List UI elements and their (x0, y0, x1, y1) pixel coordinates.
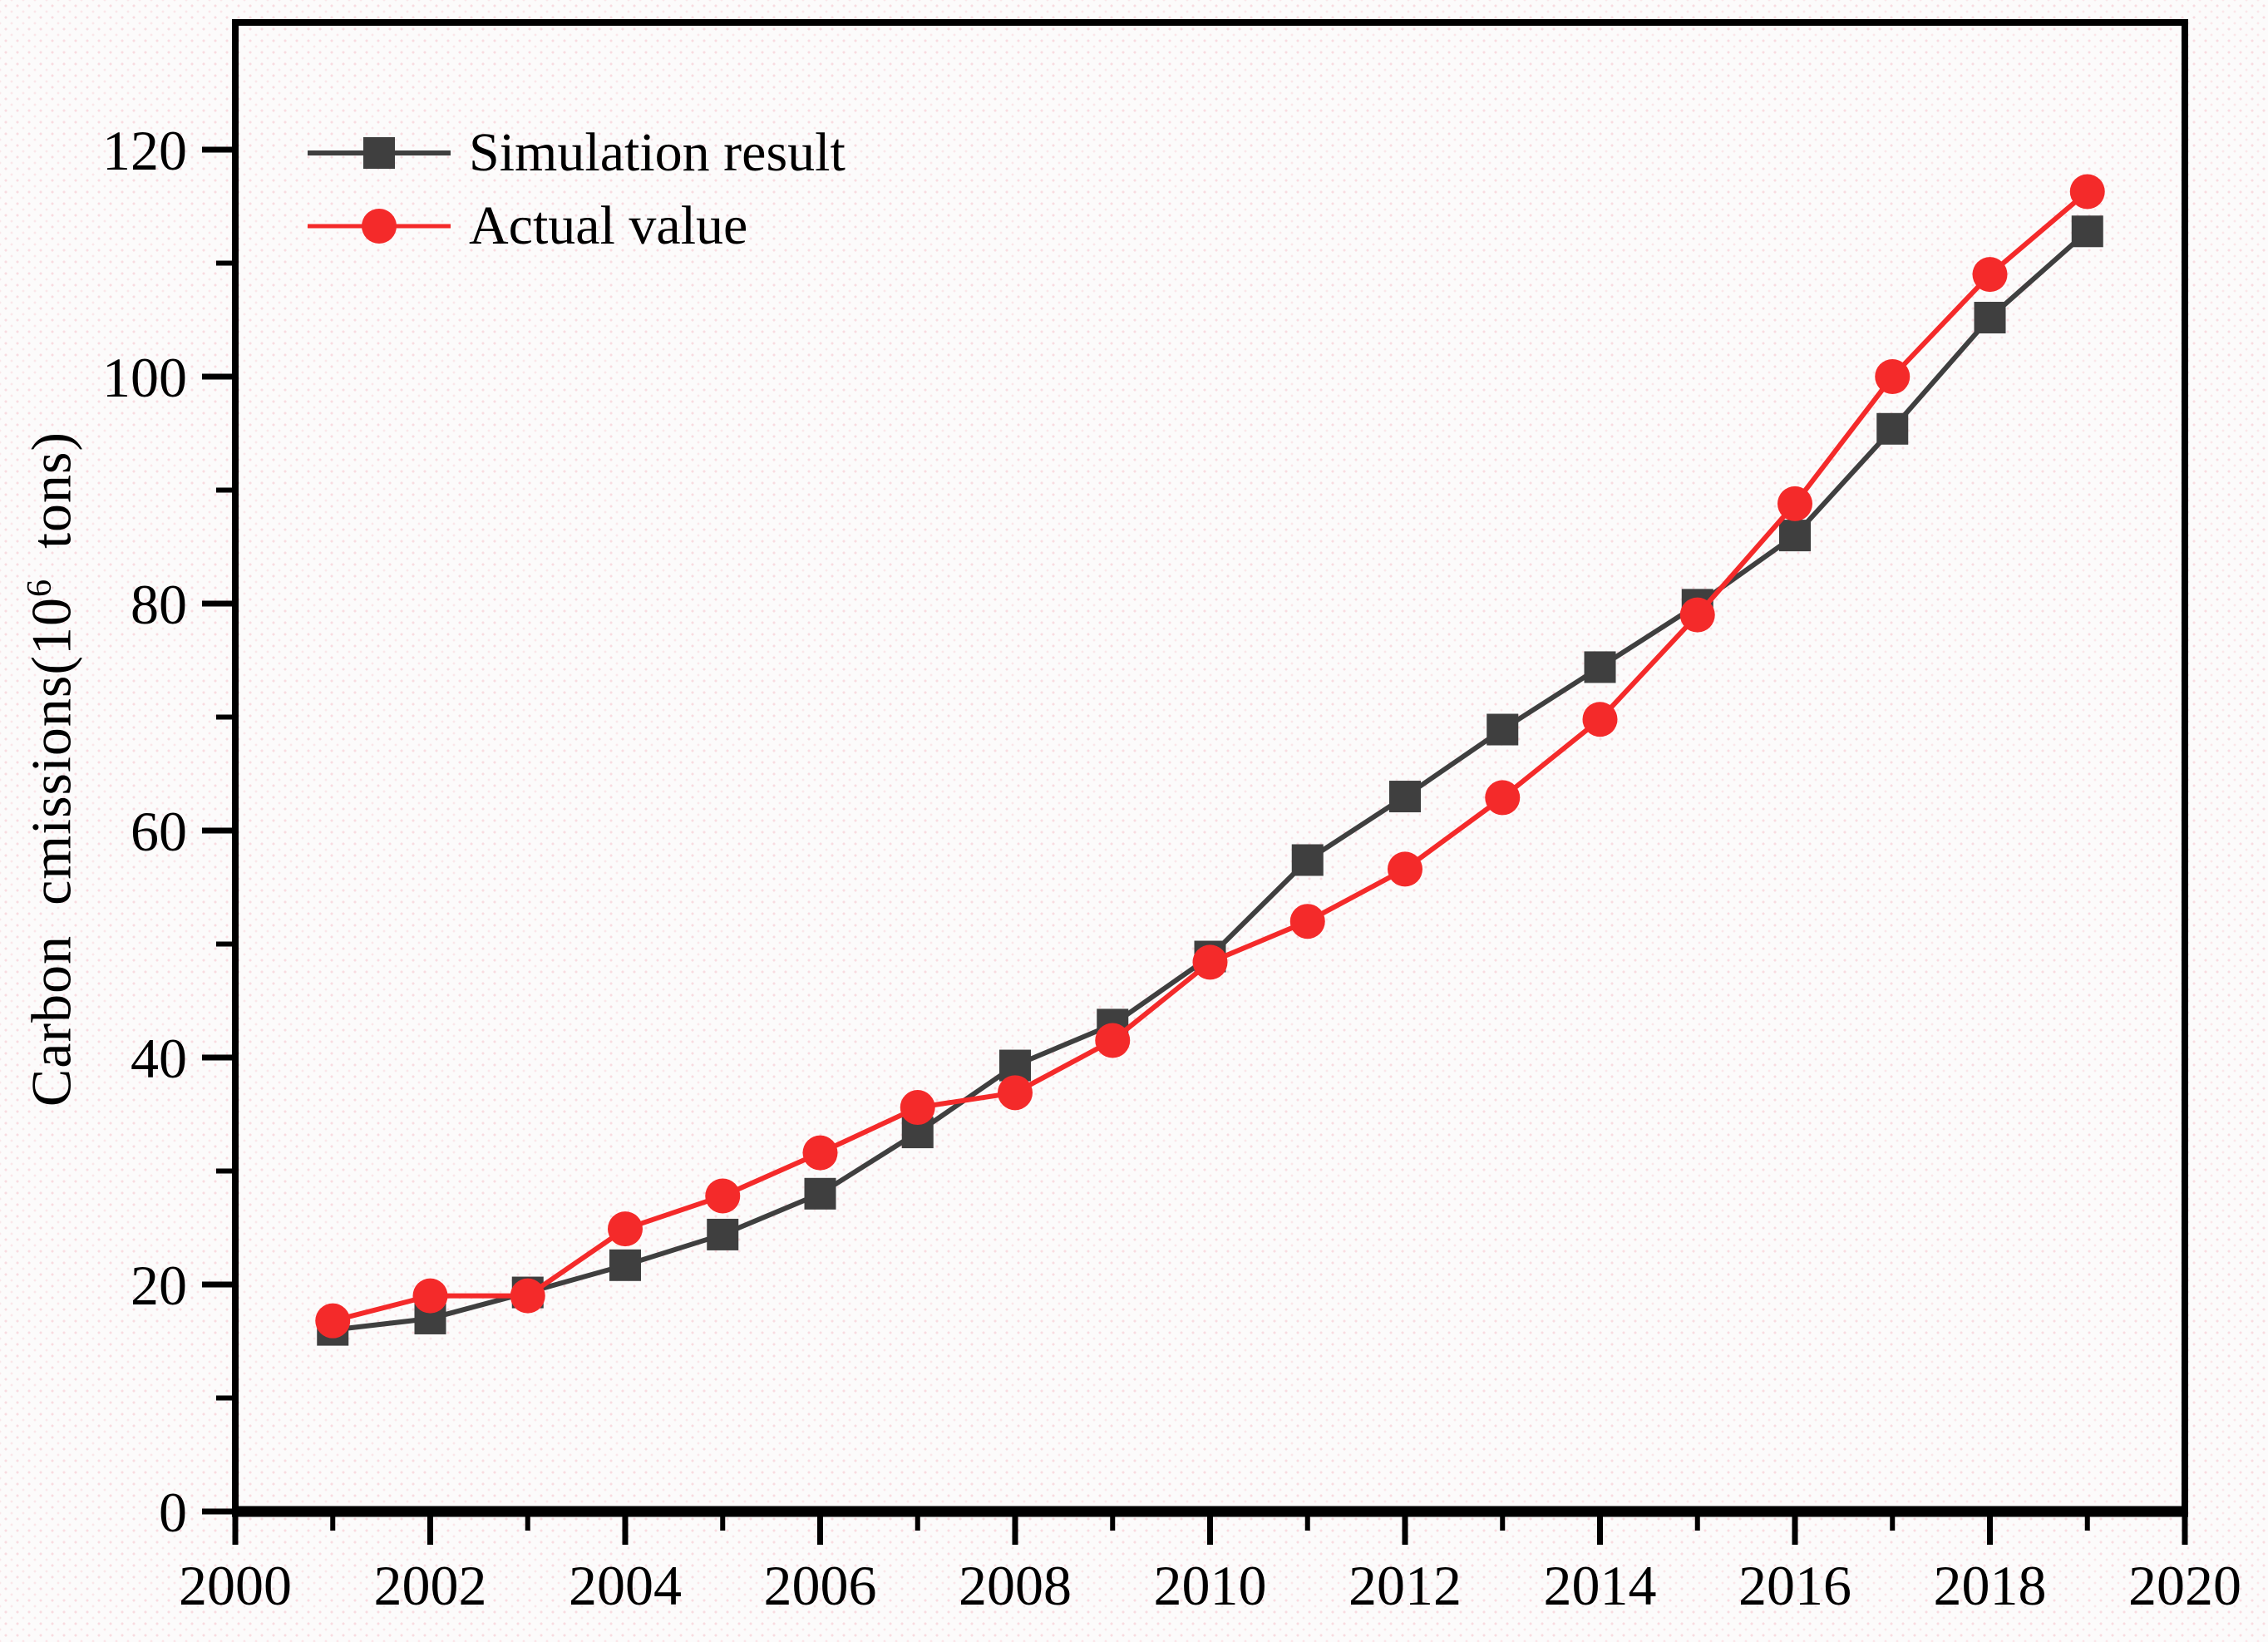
data-point-circle (1972, 257, 2008, 293)
data-point-circle (1777, 486, 1812, 521)
data-point-square (1974, 302, 2006, 334)
data-point-circle (412, 1278, 448, 1314)
y-axis-title-text: Carbon cmissions(10 (19, 597, 83, 1107)
data-point-square (804, 1177, 836, 1210)
data-point-circle (998, 1075, 1033, 1111)
data-point-circle (1192, 944, 1228, 980)
data-point-circle (1289, 904, 1325, 939)
x-tick-label: 2012 (1348, 1554, 1462, 1617)
data-point-circle (1875, 359, 1911, 394)
x-tick-label: 2004 (569, 1554, 682, 1617)
y-tick-label: 40 (131, 1027, 187, 1090)
data-point-square (1291, 844, 1324, 876)
x-tick-label: 2014 (1544, 1554, 1657, 1617)
series-line-actual (332, 190, 2089, 1324)
data-point-circle (510, 1278, 545, 1314)
data-point-circle (1485, 780, 1521, 816)
y-tick-label: 80 (131, 573, 187, 636)
legend-item-simulation: Simulation result (306, 116, 846, 190)
y-tick-label: 60 (131, 800, 187, 863)
series-line-simulation (332, 229, 2089, 1333)
y-tick-label: 0 (159, 1481, 187, 1544)
data-point-square (2071, 215, 2103, 248)
data-point-circle (802, 1135, 838, 1171)
x-tick-label: 2006 (764, 1554, 877, 1617)
data-point-circle (900, 1090, 935, 1126)
data-point-circle (1582, 702, 1618, 737)
x-tick-label: 2016 (1738, 1554, 1851, 1617)
x-tick-label: 2000 (179, 1554, 292, 1617)
data-point-circle (315, 1303, 351, 1339)
data-point-circle (2069, 174, 2105, 210)
legend-square-marker-icon (308, 137, 451, 169)
data-point-square (1584, 651, 1616, 683)
y-axis-title-superscript: 6 (19, 578, 59, 597)
legend-label-actual: Actual value (469, 195, 748, 256)
data-point-circle (705, 1178, 741, 1214)
data-point-circle (1095, 1023, 1131, 1058)
x-tick-label: 2020 (2128, 1554, 2241, 1617)
x-tick-label: 2002 (374, 1554, 487, 1617)
data-point-circle (1679, 597, 1715, 633)
data-point-square (1779, 520, 1811, 552)
x-tick-label: 2008 (959, 1554, 1072, 1617)
legend-label-simulation: Simulation result (469, 122, 846, 183)
legend-circle-marker-icon (308, 209, 451, 244)
data-point-square (609, 1249, 641, 1281)
data-point-square (707, 1218, 739, 1250)
y-axis-title: Carbon cmissions(106 tons) (19, 431, 85, 1107)
y-tick-label: 120 (102, 119, 187, 182)
y-tick-label: 100 (102, 346, 187, 409)
data-point-circle (608, 1211, 643, 1247)
data-point-circle (1388, 851, 1422, 887)
x-tick-label: 2018 (1934, 1554, 2047, 1617)
data-point-square (1487, 713, 1519, 746)
x-tick-label: 2010 (1154, 1554, 1267, 1617)
data-point-square (1389, 781, 1421, 813)
legend-item-actual: Actual value (306, 190, 846, 263)
y-tick-label: 20 (131, 1254, 187, 1317)
y-axis-title-units: tons) (19, 431, 83, 579)
data-point-square (1876, 412, 1909, 445)
legend: Simulation result Actual value (306, 116, 846, 263)
